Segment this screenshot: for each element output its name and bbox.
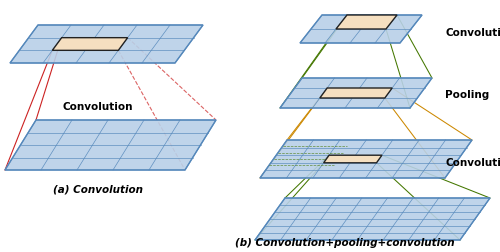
Polygon shape bbox=[52, 38, 128, 50]
Polygon shape bbox=[255, 198, 490, 240]
Text: Convolution: Convolution bbox=[445, 158, 500, 168]
Text: Convolution: Convolution bbox=[445, 28, 500, 38]
Polygon shape bbox=[320, 88, 392, 98]
Text: (a) Convolution: (a) Convolution bbox=[53, 185, 143, 195]
Text: Convolution: Convolution bbox=[63, 102, 133, 112]
Polygon shape bbox=[280, 78, 432, 108]
Text: Pooling: Pooling bbox=[445, 90, 489, 100]
Text: (b) Convolution+pooling+convolution: (b) Convolution+pooling+convolution bbox=[235, 238, 455, 248]
Polygon shape bbox=[324, 155, 382, 163]
Polygon shape bbox=[336, 15, 397, 29]
Polygon shape bbox=[260, 140, 472, 178]
Polygon shape bbox=[300, 15, 422, 43]
Polygon shape bbox=[5, 120, 216, 170]
Polygon shape bbox=[10, 25, 203, 63]
